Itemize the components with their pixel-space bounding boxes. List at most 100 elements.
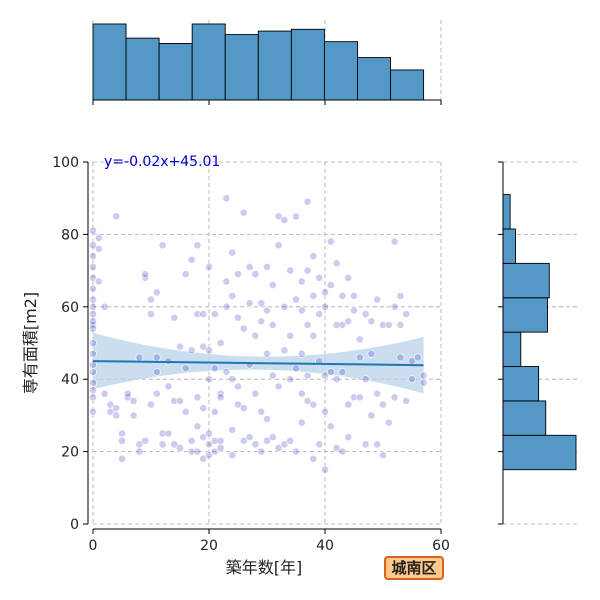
right-hist-bar xyxy=(502,194,511,230)
scatter-point xyxy=(89,263,97,271)
scatter-point xyxy=(205,451,213,460)
scatter-point xyxy=(239,436,248,445)
scatter-point xyxy=(89,302,97,311)
scatter-point xyxy=(309,292,318,300)
scatter-point xyxy=(373,295,382,304)
scatter-point xyxy=(234,270,242,279)
scatter-point xyxy=(350,292,358,300)
scatter-point xyxy=(321,407,329,416)
top-hist-bar xyxy=(390,69,425,101)
scatter-point xyxy=(280,302,289,311)
right-hist-bar xyxy=(502,331,522,367)
scatter-point xyxy=(309,252,318,261)
scatter-point xyxy=(268,371,277,380)
scatter-point xyxy=(193,422,202,431)
scatter-point xyxy=(176,444,184,452)
scatter-point xyxy=(199,404,208,413)
scatter-point xyxy=(274,382,283,391)
scatter-point xyxy=(297,389,306,398)
scatter-point xyxy=(338,368,347,376)
scatter-point xyxy=(89,349,97,358)
scatter-point xyxy=(355,393,364,402)
top-hist-bar xyxy=(92,23,127,101)
scatter-point xyxy=(373,389,382,398)
scatter-point xyxy=(344,317,353,326)
scatter-point xyxy=(257,317,266,326)
scatter-point xyxy=(123,389,132,398)
top-hist-bar xyxy=(191,23,226,101)
scatter-point xyxy=(94,234,103,242)
scatter-point xyxy=(379,400,387,409)
scatter-point xyxy=(89,324,97,333)
scatter-point xyxy=(268,433,277,442)
scatter-point xyxy=(396,292,405,300)
scatter-point xyxy=(338,320,347,329)
y-axis-title: 専有面積[m2] xyxy=(21,292,40,394)
right-hist-bar xyxy=(502,228,516,264)
scatter-point xyxy=(89,310,97,318)
scatter-point xyxy=(158,241,167,250)
scatter-point xyxy=(361,440,370,449)
scatter-point xyxy=(228,425,237,434)
scatter-point xyxy=(292,295,300,304)
scatter-point xyxy=(355,335,364,344)
scatter-point xyxy=(216,393,225,402)
scatter-point xyxy=(210,364,219,373)
scatter-point xyxy=(251,440,260,449)
scatter-point xyxy=(170,397,179,405)
scatter-point xyxy=(100,302,109,311)
scatter-point xyxy=(286,436,295,445)
scatter-point xyxy=(355,353,364,362)
tick-labels: 0 20 40 60 0 20 40 60 80 100 xyxy=(52,155,450,554)
scatter-point xyxy=(309,400,318,409)
scatter-point xyxy=(396,353,405,362)
scatter-point xyxy=(390,237,399,246)
scatter-point xyxy=(89,273,97,282)
scatter-point xyxy=(239,404,248,413)
scatter-point xyxy=(297,277,306,286)
scatter-point xyxy=(321,465,329,474)
scatter-point xyxy=(239,324,248,333)
scatter-point xyxy=(187,255,196,264)
scatter-point xyxy=(89,368,97,376)
scatter-point xyxy=(332,444,341,452)
scatter-point xyxy=(402,310,411,318)
scatter-point xyxy=(309,331,318,340)
scatter-point xyxy=(332,375,341,384)
scatter-point xyxy=(228,375,237,384)
scatter-point xyxy=(222,194,231,203)
scatter-point xyxy=(303,320,312,329)
scatter-point xyxy=(228,451,237,460)
top-hist-bar xyxy=(290,28,325,101)
scatter-point xyxy=(89,393,97,402)
top-hist-bar xyxy=(224,34,259,101)
top-histogram xyxy=(92,20,442,105)
y-tick-label: 100 xyxy=(52,155,79,171)
scatter-point xyxy=(344,273,353,282)
scatter-point xyxy=(205,263,213,271)
scatter-point xyxy=(292,447,300,456)
scatter-point xyxy=(379,451,387,460)
axes xyxy=(83,161,442,534)
scatter-point xyxy=(205,429,213,438)
scatter-point xyxy=(216,444,225,452)
scatter-point xyxy=(234,382,242,391)
scatter-point xyxy=(245,263,254,271)
scatter-point xyxy=(239,208,248,217)
scatter-point xyxy=(292,364,300,373)
scatter-point xyxy=(228,292,237,300)
scatter-point xyxy=(141,270,150,279)
scatter-point xyxy=(303,371,312,380)
scatter-point xyxy=(332,259,341,268)
scatter-point xyxy=(205,375,213,384)
scatter-point xyxy=(181,364,190,373)
scatter-point xyxy=(286,266,295,275)
scatter-point xyxy=(390,302,399,311)
scatter-point xyxy=(187,436,196,445)
scatter-point xyxy=(187,346,196,355)
scatter-point xyxy=(129,411,138,420)
top-hist-bar xyxy=(257,30,292,101)
scatter-point xyxy=(402,397,411,405)
scatter-point xyxy=(129,397,138,405)
